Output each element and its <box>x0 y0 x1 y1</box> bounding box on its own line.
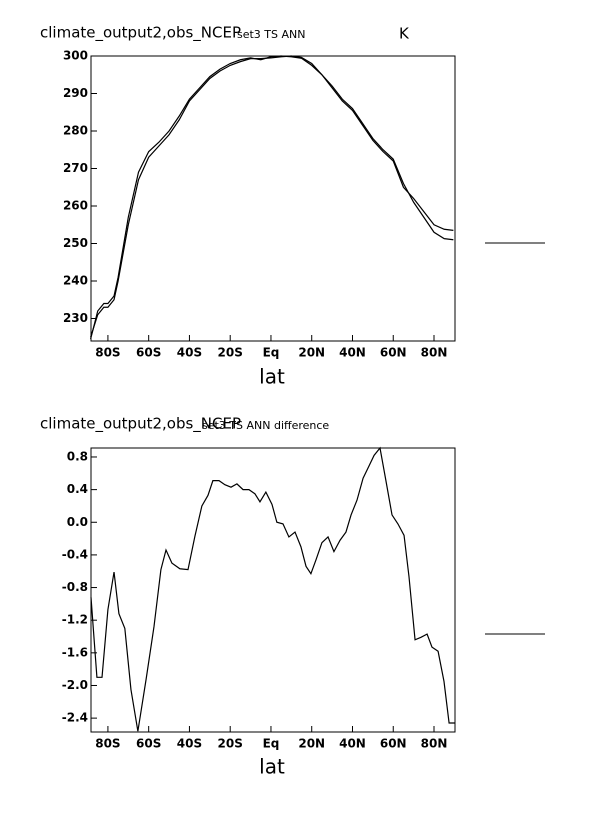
x-axis-label: lat <box>259 365 285 389</box>
x-tick-label: 60N <box>380 346 407 360</box>
data-line <box>90 55 454 338</box>
x-axis-label: lat <box>259 755 285 779</box>
y-tick-label: 280 <box>63 124 88 138</box>
y-tick-label: 300 <box>63 49 88 63</box>
x-tick-label: Eq <box>263 346 280 360</box>
y-tick-label: -0.4 <box>62 547 88 561</box>
chart-title: climate_output2,obs_NCEP <box>40 24 241 43</box>
x-tick-label: 80S <box>95 346 120 360</box>
x-tick-label: 40N <box>339 346 366 360</box>
x-tick-label: 40N <box>339 737 366 751</box>
y-tick-label: 260 <box>63 199 88 213</box>
x-tick-label: 40S <box>177 346 202 360</box>
y-tick-label: 230 <box>63 311 88 325</box>
x-tick-label: 60N <box>380 737 407 751</box>
y-tick-label: 290 <box>63 86 88 100</box>
chart-subtitle: set3 TS ANN <box>237 28 306 41</box>
y-tick-label: -2.4 <box>62 711 88 725</box>
y-tick-label: -2.0 <box>62 678 88 692</box>
x-tick-label: 20N <box>298 737 325 751</box>
y-tick-label: -0.8 <box>62 580 88 594</box>
plot-frame <box>90 447 456 733</box>
x-tick-label: 80N <box>421 737 448 751</box>
chart-title: climate_output2,obs_NCEP <box>40 415 241 434</box>
x-tick-label: 80N <box>421 346 448 360</box>
y-tick-label: 0.4 <box>67 482 88 496</box>
x-tick-label: 60S <box>136 737 161 751</box>
y-tick-label: 0.8 <box>67 449 88 463</box>
x-tick-label: Eq <box>263 737 280 751</box>
y-tick-label: 250 <box>63 236 88 250</box>
chart-subtitle: set3 TS ANN difference <box>202 419 329 432</box>
plot-frame <box>90 55 456 342</box>
units-label: K <box>399 25 410 43</box>
x-tick-label: 20S <box>218 346 243 360</box>
x-tick-label: 40S <box>177 737 202 751</box>
y-tick-label: -1.2 <box>62 613 88 627</box>
data-line <box>90 446 455 732</box>
x-tick-label: 20S <box>218 737 243 751</box>
y-tick-label: 270 <box>63 161 88 175</box>
x-tick-label: 80S <box>95 737 120 751</box>
y-tick-label: -1.6 <box>62 645 88 659</box>
x-tick-label: 60S <box>136 346 161 360</box>
y-tick-label: 240 <box>63 274 88 288</box>
y-tick-label: 0.0 <box>67 515 88 529</box>
data-line <box>90 55 454 340</box>
x-tick-label: 20N <box>298 346 325 360</box>
